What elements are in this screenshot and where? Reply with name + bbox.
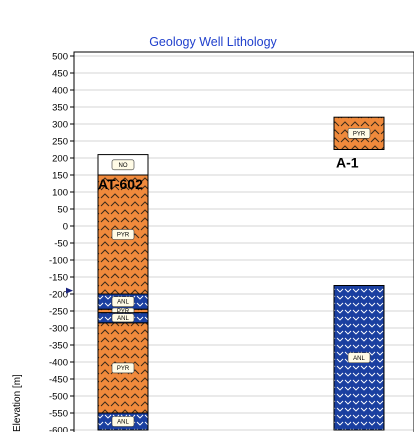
plot-frame bbox=[73, 51, 414, 432]
y-tick-label: 500 bbox=[52, 52, 68, 63]
chart-title: Geology Well Lithology bbox=[149, 35, 277, 49]
lithology-code-badge: PYR bbox=[111, 362, 135, 374]
y-axis: 500450400350300250200150100500-50-100-15… bbox=[49, 52, 74, 432]
well-labels: AT-602 A-1 bbox=[98, 155, 359, 193]
y-tick-label: 300 bbox=[52, 120, 68, 131]
lithology-code: ANL bbox=[117, 300, 129, 306]
lithology-code-badge: NO bbox=[111, 159, 135, 171]
well-name-label: A-1 bbox=[336, 155, 359, 171]
y-tick-label: -150 bbox=[49, 273, 68, 284]
y-tick-label: 50 bbox=[57, 205, 68, 216]
y-tick-label: 100 bbox=[52, 188, 68, 199]
lithology-code-badge: ANL bbox=[111, 416, 135, 427]
lithology-code: PYR bbox=[117, 366, 130, 372]
y-tick-label: 200 bbox=[52, 154, 68, 165]
lithology-code-badge: PYR bbox=[347, 128, 371, 139]
y-tick-label: -350 bbox=[49, 341, 68, 352]
y-tick-label: 350 bbox=[52, 103, 68, 114]
lithology-interval bbox=[333, 116, 385, 150]
y-tick-label: -200 bbox=[49, 290, 68, 301]
y-tick-label: 400 bbox=[52, 86, 68, 97]
y-axis-label: Elevation [m] bbox=[12, 374, 23, 432]
y-tick-label: -600 bbox=[49, 426, 68, 432]
y-tick-label: 150 bbox=[52, 171, 68, 182]
lithology-code: ANL bbox=[117, 316, 129, 322]
lithology-code-badge: ANL bbox=[111, 313, 135, 323]
y-tick-label: -550 bbox=[49, 409, 68, 420]
y-tick-label: -400 bbox=[49, 358, 68, 369]
lithology-code: PYR bbox=[117, 309, 130, 315]
y-tick-label: 0 bbox=[63, 222, 68, 233]
lithology-code: NO bbox=[119, 163, 128, 169]
lithology-code: ANL bbox=[353, 356, 365, 362]
y-tick-label: 450 bbox=[52, 69, 68, 80]
y-tick-label: -450 bbox=[49, 375, 68, 386]
lithology-code-badge: ANL bbox=[347, 352, 371, 364]
y-tick-label: -100 bbox=[49, 256, 68, 267]
y-tick-label: -50 bbox=[54, 239, 68, 250]
y-tick-label: 250 bbox=[52, 137, 68, 148]
lithology-code: ANL bbox=[117, 420, 129, 426]
y-tick-label: -500 bbox=[49, 392, 68, 403]
well-name-label: AT-602 bbox=[98, 176, 143, 192]
lithology-code-badge: ANL bbox=[111, 296, 135, 307]
elevation-marker bbox=[66, 287, 73, 294]
y-tick-label: -300 bbox=[49, 324, 68, 335]
lithology-code-badge: PYR bbox=[111, 229, 135, 240]
lithology-code: PYR bbox=[117, 233, 130, 239]
lithology-code: PYR bbox=[353, 131, 366, 137]
well-column: PYR ANL bbox=[333, 116, 385, 431]
y-tick-label: -250 bbox=[49, 307, 68, 318]
